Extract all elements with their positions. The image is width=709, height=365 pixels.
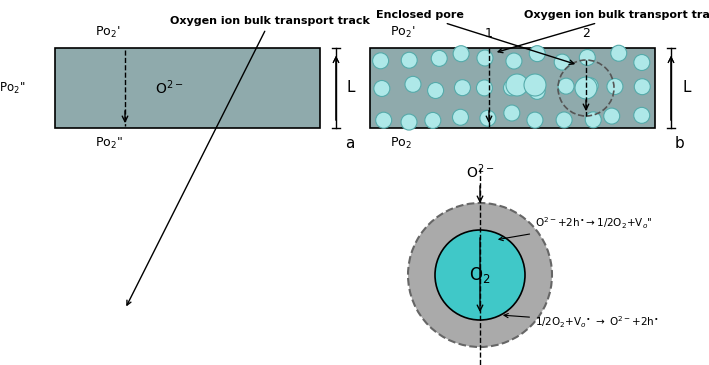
- Text: O$_2$: O$_2$: [469, 265, 491, 285]
- Circle shape: [503, 80, 520, 96]
- Circle shape: [527, 112, 543, 128]
- Text: O$^{2-}$: O$^{2-}$: [155, 79, 183, 97]
- Circle shape: [607, 78, 623, 95]
- Circle shape: [453, 46, 469, 62]
- Text: Po$_2$': Po$_2$': [390, 25, 415, 40]
- Circle shape: [529, 83, 545, 99]
- Text: Po$_2$': Po$_2$': [95, 25, 121, 40]
- Text: O$^{2-}$+2h$^{\bullet}$$\rightarrow$1/2O$_2$+V$_o$": O$^{2-}$+2h$^{\bullet}$$\rightarrow$1/2O…: [499, 215, 652, 241]
- Circle shape: [554, 54, 570, 70]
- Text: Po$_2$": Po$_2$": [95, 136, 123, 151]
- Text: Enclosed pore: Enclosed pore: [376, 10, 574, 65]
- Circle shape: [529, 46, 545, 62]
- Circle shape: [408, 203, 552, 347]
- Circle shape: [634, 107, 649, 123]
- Circle shape: [579, 50, 596, 66]
- Circle shape: [425, 112, 441, 128]
- Circle shape: [582, 78, 598, 94]
- Circle shape: [480, 110, 496, 126]
- Circle shape: [506, 53, 522, 69]
- Text: Po$_2$'>Po$_2$": Po$_2$'>Po$_2$": [0, 80, 25, 96]
- Circle shape: [428, 82, 444, 99]
- Circle shape: [604, 108, 620, 124]
- Text: Po$_2$: Po$_2$: [390, 136, 412, 151]
- Text: L: L: [347, 81, 355, 96]
- Bar: [55, 48, 320, 128]
- Circle shape: [610, 45, 627, 61]
- Circle shape: [635, 79, 650, 95]
- Circle shape: [435, 230, 525, 320]
- Circle shape: [524, 74, 546, 96]
- Circle shape: [634, 54, 650, 70]
- Text: L: L: [682, 81, 691, 96]
- Circle shape: [585, 112, 601, 128]
- Circle shape: [477, 50, 493, 66]
- Text: b: b: [675, 135, 685, 150]
- Circle shape: [373, 53, 389, 69]
- Text: a: a: [345, 135, 354, 150]
- Circle shape: [504, 105, 520, 121]
- Circle shape: [476, 80, 493, 96]
- Circle shape: [556, 112, 572, 128]
- Circle shape: [374, 81, 390, 96]
- Bar: [370, 48, 655, 128]
- Text: Oxygen ion bulk transport track: Oxygen ion bulk transport track: [498, 10, 709, 53]
- Circle shape: [405, 76, 421, 92]
- Circle shape: [401, 52, 417, 68]
- Text: 2: 2: [582, 27, 590, 40]
- Circle shape: [452, 109, 469, 125]
- Circle shape: [506, 74, 528, 96]
- Circle shape: [401, 114, 417, 130]
- Circle shape: [454, 80, 471, 96]
- Text: 1: 1: [485, 27, 493, 40]
- Text: O$^{2-}$: O$^{2-}$: [466, 162, 494, 181]
- Circle shape: [558, 78, 574, 94]
- Circle shape: [575, 77, 597, 99]
- Circle shape: [431, 50, 447, 66]
- Text: Oxygen ion bulk transport track: Oxygen ion bulk transport track: [127, 16, 370, 305]
- Circle shape: [376, 112, 391, 128]
- Text: 1/2O$_2$+V$_o$$^{\bullet}$ $\rightarrow$ O$^{2-}$+2h$^{\bullet}$: 1/2O$_2$+V$_o$$^{\bullet}$ $\rightarrow$…: [504, 314, 659, 330]
